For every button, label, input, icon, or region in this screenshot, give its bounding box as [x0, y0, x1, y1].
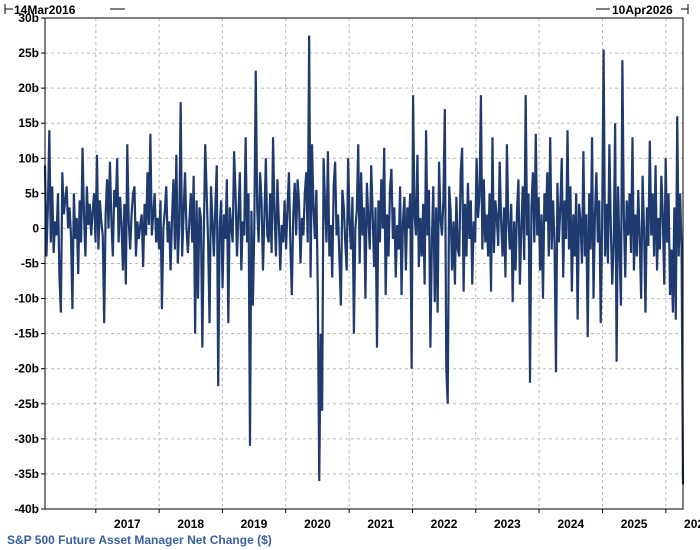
y-tick-label: 0 — [32, 221, 39, 235]
y-tick-label: -15b — [14, 327, 39, 341]
y-tick-label: 30b — [18, 11, 39, 25]
x-tick-label: 2025 — [621, 517, 648, 531]
y-tick-label: -40b — [14, 502, 39, 516]
x-tick-label: 2019 — [241, 517, 268, 531]
x-tick-label: 2017 — [114, 517, 141, 531]
y-tick-label: 20b — [18, 81, 39, 95]
y-tick-label: -10b — [14, 292, 39, 306]
end-date-marker: 10Apr2026 — [596, 3, 689, 17]
y-tick-label: -35b — [14, 467, 39, 481]
chart-title: S&P 500 Future Asset Manager Net Change … — [7, 533, 272, 547]
start-date-label: 14Mar2016 — [14, 3, 76, 17]
y-tick-label: 5b — [25, 186, 39, 200]
end-date-label: 10Apr2026 — [612, 3, 673, 17]
y-tick-label: -20b — [14, 362, 39, 376]
y-tick-label: -30b — [14, 432, 39, 446]
y-axis: 30b 25b 20b 15b 10b 5b 0 -5b -10b -15b -20b -25b -30… — [14, 11, 45, 516]
x-tick-label: 2026 — [684, 517, 700, 531]
x-tick-label: 2021 — [367, 517, 394, 531]
start-date-marker: 14Mar2016 — [4, 3, 125, 17]
x-axis: 2017 2018 2019 2020 2021 2022 2023 2024 2025 2026 — [95, 509, 700, 531]
x-tick-label: 2024 — [557, 517, 584, 531]
series-line — [43, 35, 685, 485]
y-tick-label: -25b — [14, 397, 39, 411]
x-tick-label: 2022 — [431, 517, 458, 531]
x-tick-label: 2023 — [494, 517, 521, 531]
x-tick-label: 2020 — [304, 517, 331, 531]
y-tick-label: -5b — [21, 257, 39, 271]
y-tick-label: 15b — [18, 116, 39, 130]
x-tick-label: 2018 — [177, 517, 204, 531]
y-tick-label: 25b — [18, 46, 39, 60]
y-tick-label: 10b — [18, 151, 39, 165]
